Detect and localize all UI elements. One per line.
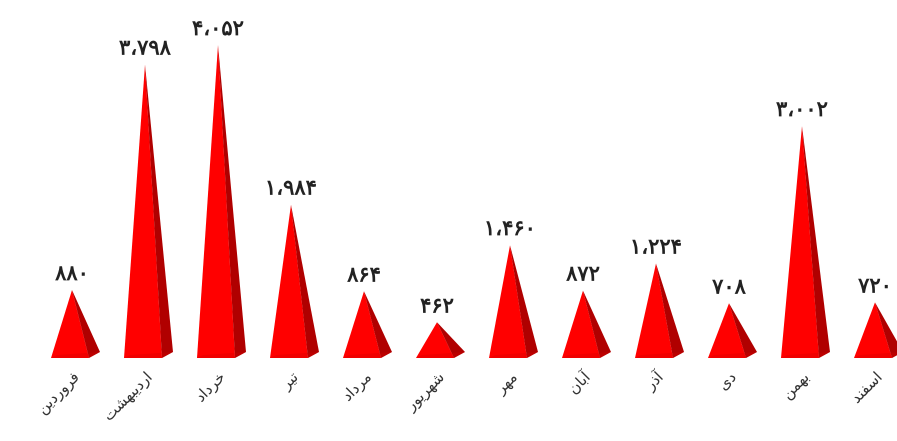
bar-side-face — [218, 45, 246, 358]
bar-side-face — [437, 322, 465, 358]
category-label-7: مهر — [491, 368, 521, 398]
bar-front-face — [781, 126, 819, 358]
value-label-3: ۴،۰۵۲ — [192, 15, 244, 40]
category-label-9: آذر — [641, 368, 668, 395]
value-label-1: ۸۸۰ — [54, 260, 89, 285]
value-label-11: ۳،۰۰۲ — [776, 96, 828, 121]
category-label-8: آبان — [564, 368, 594, 398]
category-label-6: شهریور — [401, 368, 448, 415]
bar-front-face — [635, 263, 673, 358]
bar-side-face — [729, 303, 757, 358]
bar-base — [270, 352, 319, 358]
value-label-2: ۳،۷۹۸ — [119, 35, 172, 60]
value-label-7: ۱،۴۶۰ — [484, 215, 536, 240]
category-label-11: بهمن — [778, 368, 813, 403]
bar-front-face — [708, 303, 746, 358]
bar-7 — [489, 245, 538, 358]
bar-base — [708, 352, 757, 358]
value-label-5: ۸۶۴ — [346, 261, 381, 286]
bar-3 — [197, 45, 246, 358]
category-label-4: تیر — [276, 368, 301, 393]
bar-side-face — [291, 204, 319, 358]
bar-front-face — [270, 204, 308, 358]
bar-base — [416, 352, 465, 358]
bar-base — [489, 352, 538, 358]
bar-9 — [635, 263, 684, 358]
bar-11 — [781, 126, 830, 358]
bar-side-face — [364, 291, 392, 358]
bars-group — [51, 45, 897, 359]
bar-5 — [343, 291, 392, 358]
bar-base — [197, 352, 246, 358]
value-labels-group: ۸۸۰ ۳،۷۹۸ ۴،۰۵۲ ۱،۹۸۴ ۸۶۴ ۴۶۲ ۱،۴۶۰ ۸۷۲ ۱،۲۲۴ ۷۰۸… — [54, 15, 892, 317]
bar-8 — [562, 290, 611, 358]
bar-12 — [854, 302, 897, 358]
category-label-5: مرداد — [338, 368, 375, 405]
bar-1 — [51, 290, 100, 358]
bar-side-face — [802, 126, 830, 358]
bar-front-face — [124, 64, 162, 359]
value-label-12: ۷۲۰ — [857, 272, 892, 297]
category-label-1: فروردین — [33, 368, 83, 418]
bar-front-face — [197, 45, 235, 358]
bar-2 — [124, 64, 173, 359]
bar-side-face — [72, 290, 100, 358]
bar-front-face — [562, 290, 600, 358]
bar-6 — [416, 322, 465, 358]
value-label-4: ۱،۹۸۴ — [265, 175, 317, 200]
bar-base — [854, 352, 897, 358]
category-labels-group: فروردین اردیبهشت خرداد تیر مرداد شهریور مهر آبا… — [33, 368, 886, 425]
value-label-9: ۱،۲۲۴ — [630, 233, 682, 258]
bar-side-face — [656, 263, 684, 358]
bar-10 — [708, 303, 757, 358]
bar-side-face — [583, 290, 611, 358]
bar-4 — [270, 204, 319, 358]
value-label-6: ۴۶۲ — [420, 292, 454, 317]
value-label-8: ۸۷۲ — [565, 261, 600, 286]
category-label-12: اسفند — [847, 368, 886, 407]
bar-side-face — [145, 64, 173, 359]
bar-side-face — [510, 245, 538, 358]
bar-front-face — [489, 245, 527, 358]
bar-side-face — [875, 302, 897, 358]
bar-base — [781, 352, 830, 358]
category-label-3: خرداد — [191, 368, 229, 406]
bar-base — [635, 352, 684, 358]
bar-front-face — [51, 290, 89, 358]
category-label-2: اردیبهشت — [99, 368, 155, 424]
bar-base — [51, 352, 100, 358]
category-label-10: دی — [714, 368, 740, 394]
bar-front-face — [343, 291, 381, 358]
bar-base — [343, 352, 392, 358]
bar-base — [562, 352, 611, 358]
value-label-10: ۷۰۸ — [711, 273, 747, 298]
bar-base — [124, 352, 173, 358]
bar-front-face — [854, 302, 892, 358]
bar-front-face — [416, 322, 454, 358]
